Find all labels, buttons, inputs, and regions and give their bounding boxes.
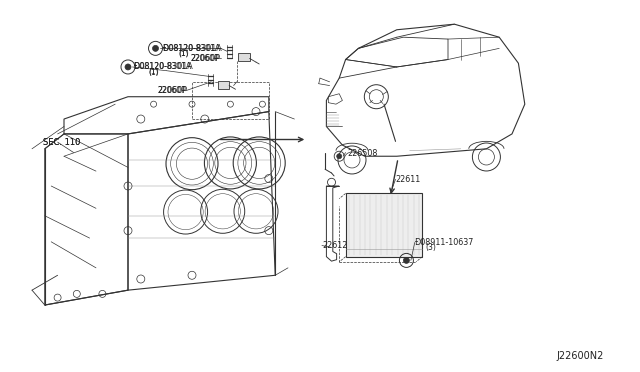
- Bar: [192, 82, 269, 119]
- Text: J22600N2: J22600N2: [557, 352, 604, 361]
- Text: 22060P: 22060P: [157, 86, 188, 95]
- Text: (1): (1): [148, 69, 159, 76]
- Text: Ð08911-10637: Ð08911-10637: [415, 238, 474, 247]
- Text: 22060P: 22060P: [191, 54, 221, 63]
- Text: 22060P: 22060P: [157, 86, 186, 95]
- Text: Ð08120-8301A: Ð08120-8301A: [163, 44, 223, 53]
- Text: 22060P: 22060P: [191, 54, 220, 63]
- Bar: [346, 193, 422, 257]
- Circle shape: [152, 45, 159, 51]
- Text: SEC. 110: SEC. 110: [43, 138, 80, 147]
- Text: 226508: 226508: [347, 149, 377, 158]
- Text: Ð08120-8301A: Ð08120-8301A: [134, 62, 191, 71]
- Text: (1): (1): [178, 50, 188, 57]
- Text: (1): (1): [178, 49, 189, 58]
- Text: 22611: 22611: [396, 175, 420, 184]
- Text: 22612: 22612: [322, 241, 348, 250]
- Circle shape: [403, 257, 410, 263]
- Circle shape: [337, 154, 342, 159]
- Text: (3): (3): [426, 243, 436, 252]
- Bar: [238, 53, 250, 61]
- Text: (1): (1): [148, 68, 159, 77]
- Circle shape: [125, 64, 131, 70]
- Text: Ð08120-8301A: Ð08120-8301A: [134, 62, 194, 71]
- Text: Ð08120-8301A: Ð08120-8301A: [163, 44, 220, 53]
- Text: SEC. 110: SEC. 110: [43, 138, 80, 147]
- Bar: [218, 81, 229, 89]
